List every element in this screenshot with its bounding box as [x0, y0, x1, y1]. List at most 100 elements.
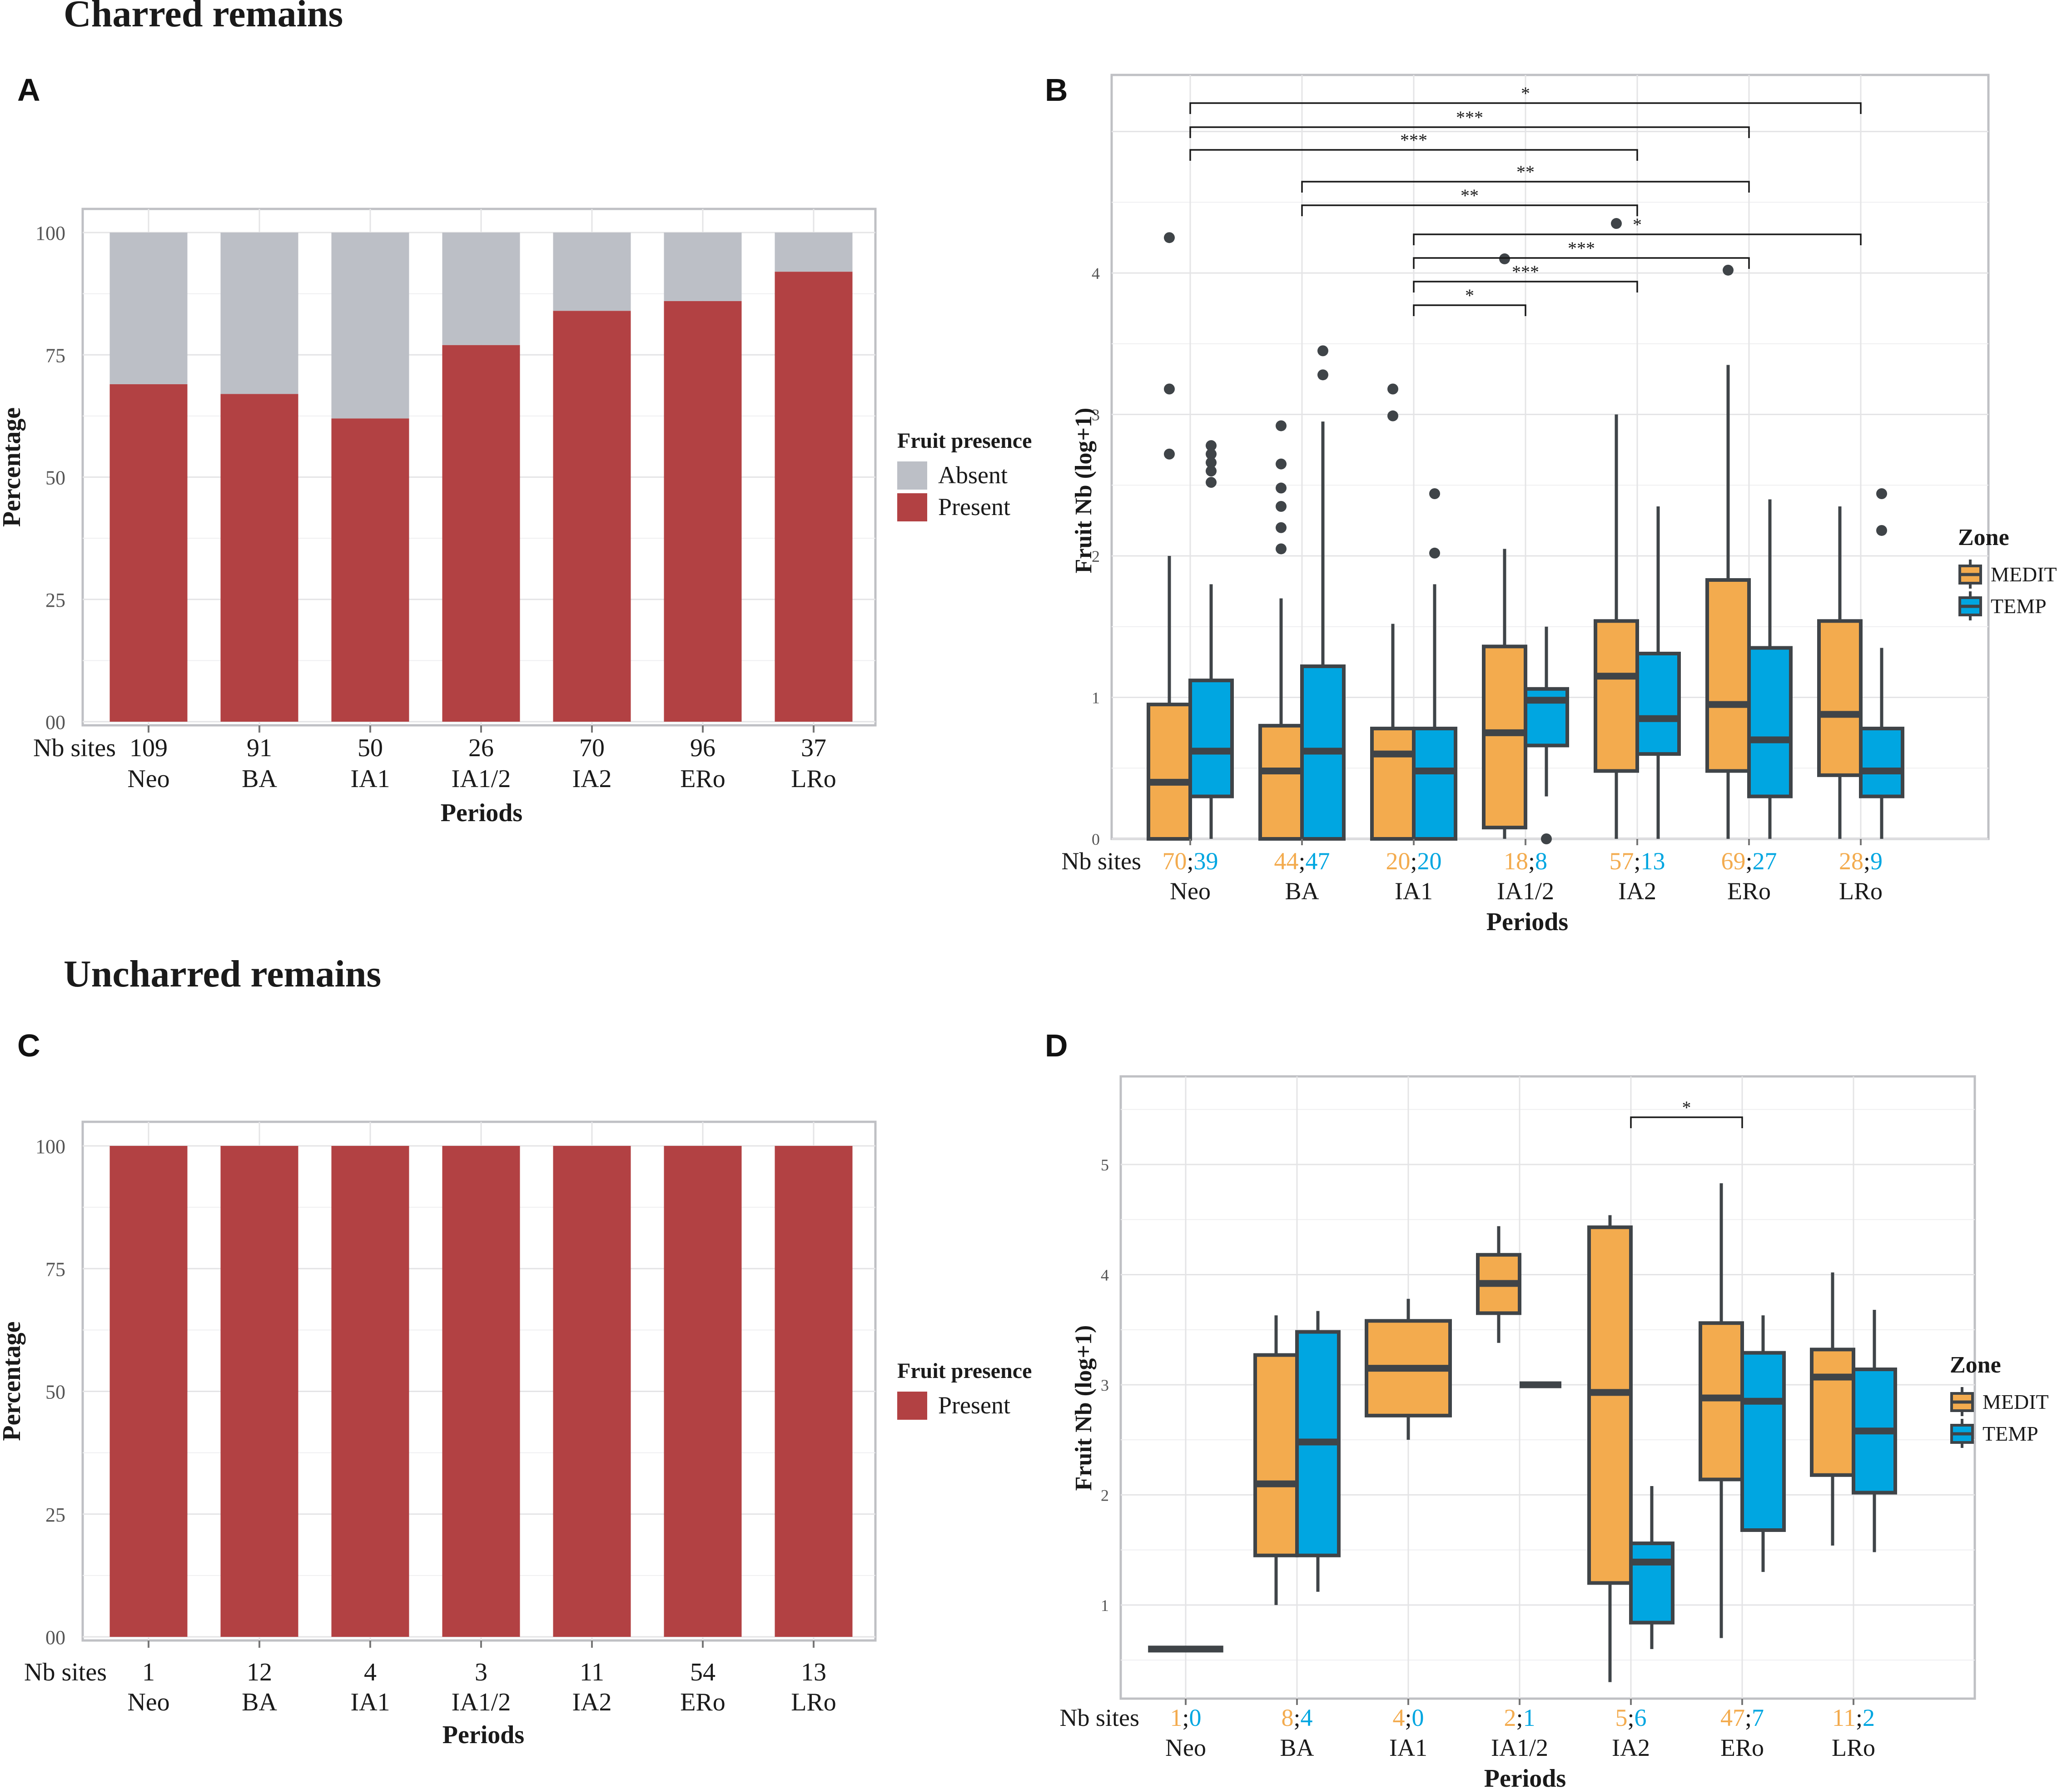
medit-outlier [1164, 448, 1175, 460]
y-tick-label: 5 [1101, 1156, 1109, 1174]
panel-label-a: A [17, 72, 40, 108]
nb-temp: 47 [1306, 847, 1330, 875]
medit-outlier [1387, 383, 1398, 395]
y-tick-label: 2 [1101, 1486, 1109, 1504]
nb-sites-value: 2;1 [1504, 1704, 1535, 1731]
nb-temp: 27 [1753, 847, 1777, 875]
nb-sites-value: 12 [247, 1658, 272, 1686]
nb-sites-label: Nb sites [24, 1658, 107, 1686]
legend-label-medit: MEDIT [1991, 563, 2057, 586]
nb-temp: 1 [1523, 1704, 1535, 1731]
bar-present [331, 1146, 409, 1637]
y-tick-label: 100 [35, 1135, 65, 1158]
bar-present [331, 418, 409, 722]
y-tick-label: 00 [45, 1626, 65, 1649]
significance-label: *** [1456, 107, 1483, 128]
temp-box [1635, 651, 1681, 756]
x-axis-title: Periods [1486, 908, 1568, 936]
temp-outlier [1317, 345, 1328, 357]
nb-sites-value: 37 [801, 734, 826, 762]
medit-box [1482, 644, 1527, 830]
bar-absent [775, 233, 853, 272]
panel-b-box-plot: 0123470;39Neo44;47BA20;20IA118;8IA1/257;… [1062, 74, 2057, 936]
y-tick-label: 50 [45, 1381, 65, 1403]
y-axis-title: Fruit Nb (log+1) [1071, 408, 1097, 574]
bar-present [775, 1146, 853, 1637]
nb-sites-value: 28;9 [1839, 847, 1883, 875]
medit-outlier [1387, 410, 1398, 421]
significance-bracket [1189, 149, 1638, 161]
significance-bracket [1413, 281, 1638, 292]
medit-box [1587, 1225, 1633, 1585]
x-tick-label: ERo [1720, 1734, 1764, 1761]
nb-sites-value: 11 [580, 1658, 604, 1686]
temp-outlier [1206, 466, 1217, 477]
medit-box [1705, 578, 1751, 773]
legend-label-present: Present [938, 1392, 1010, 1419]
nb-separator: ; [1634, 847, 1640, 875]
nb-sites-value: 4;0 [1392, 1704, 1424, 1731]
bar-present [664, 1146, 742, 1637]
y-axis-title: Percentage [0, 407, 26, 527]
nb-medit: 28 [1839, 847, 1863, 875]
temp-box [1629, 1541, 1674, 1625]
nb-sites-value: 13 [801, 1658, 826, 1686]
medit-outlier [1723, 264, 1734, 276]
nb-medit: 5 [1615, 1704, 1627, 1731]
y-tick-label: 0 [1092, 830, 1100, 848]
nb-sites-label: Nb sites [33, 734, 116, 762]
medit-outlier [1276, 458, 1287, 470]
bar-absent [442, 233, 520, 345]
medit-outlier [1276, 482, 1287, 494]
x-tick-label: IA2 [572, 765, 611, 793]
nb-medit: 1 [1170, 1704, 1182, 1731]
nb-medit: 70 [1162, 847, 1187, 875]
legend-title: Zone [1950, 1352, 2001, 1378]
nb-medit: 11 [1832, 1704, 1856, 1731]
nb-medit: 2 [1504, 1704, 1516, 1731]
significance-label: * [1633, 214, 1642, 235]
x-axis-title: Periods [1484, 1764, 1566, 1789]
nb-medit: 20 [1386, 847, 1410, 875]
bar-absent [109, 233, 188, 384]
panel-label-c: C [17, 1028, 40, 1063]
temp-outlier [1876, 525, 1887, 536]
nb-separator: ; [1745, 1704, 1752, 1731]
medit-outlier [1276, 420, 1287, 431]
bar-present [553, 311, 631, 722]
nb-sites-value: 70 [579, 734, 605, 762]
nb-sites-value: 1;0 [1170, 1704, 1201, 1731]
significance-bracket [1413, 304, 1526, 316]
y-tick-label: 50 [45, 467, 65, 489]
x-tick-label: ERo [1727, 877, 1771, 905]
y-tick-label: 1 [1092, 689, 1100, 707]
nb-sites-label: Nb sites [1060, 1704, 1140, 1731]
y-tick-label: 00 [45, 711, 65, 733]
nb-separator: ; [1856, 1704, 1863, 1731]
bar-present [442, 345, 520, 722]
legend-title: Fruit presence [897, 1359, 1032, 1383]
nb-medit: 4 [1392, 1704, 1405, 1731]
x-tick-label: Neo [127, 1688, 169, 1716]
legend-label-temp: TEMP [1983, 1422, 2038, 1445]
nb-sites-label: Nb sites [1062, 847, 1142, 875]
medit-outlier [1276, 543, 1287, 555]
nb-sites-value: 91 [247, 734, 272, 762]
y-tick-label: 4 [1092, 264, 1100, 282]
x-tick-label: ERo [680, 765, 725, 793]
panel-label-d: D [1045, 1028, 1068, 1063]
nb-medit: 69 [1721, 847, 1745, 875]
medit-outlier [1276, 522, 1287, 533]
bar-present [664, 301, 742, 722]
y-tick-label: 2 [1092, 547, 1100, 565]
nb-separator: ; [1293, 1704, 1300, 1731]
temp-outlier [1206, 477, 1217, 488]
nb-temp: 13 [1641, 847, 1665, 875]
panel-d-box-plot: 123451;0Neo8;4BA4;0IA12;1IA1/25;6IA247;7… [1060, 1075, 2049, 1789]
bar-present [220, 1146, 298, 1637]
x-tick-label: Neo [127, 765, 169, 793]
legend-title: Zone [1958, 525, 2009, 550]
nb-sites-value: 5;6 [1615, 1704, 1646, 1731]
nb-sites-value: 20;20 [1386, 847, 1441, 875]
